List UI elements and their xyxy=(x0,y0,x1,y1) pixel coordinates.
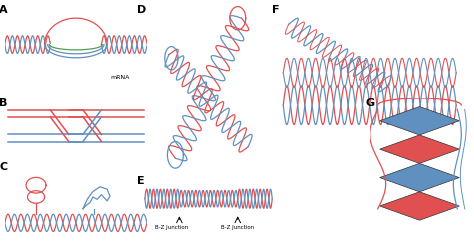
Text: A: A xyxy=(0,5,8,15)
Polygon shape xyxy=(380,107,459,135)
Text: F: F xyxy=(273,5,280,15)
Polygon shape xyxy=(380,163,459,192)
Polygon shape xyxy=(380,192,459,220)
Text: G: G xyxy=(366,98,375,108)
Polygon shape xyxy=(380,135,459,163)
Text: C: C xyxy=(0,162,7,172)
Text: E: E xyxy=(137,176,145,186)
Text: mRNA: mRNA xyxy=(110,75,129,80)
Text: B-Z Junction: B-Z Junction xyxy=(155,225,188,230)
Text: D: D xyxy=(137,5,146,15)
Text: B: B xyxy=(0,98,8,108)
Text: B-Z Junction: B-Z Junction xyxy=(221,225,255,230)
